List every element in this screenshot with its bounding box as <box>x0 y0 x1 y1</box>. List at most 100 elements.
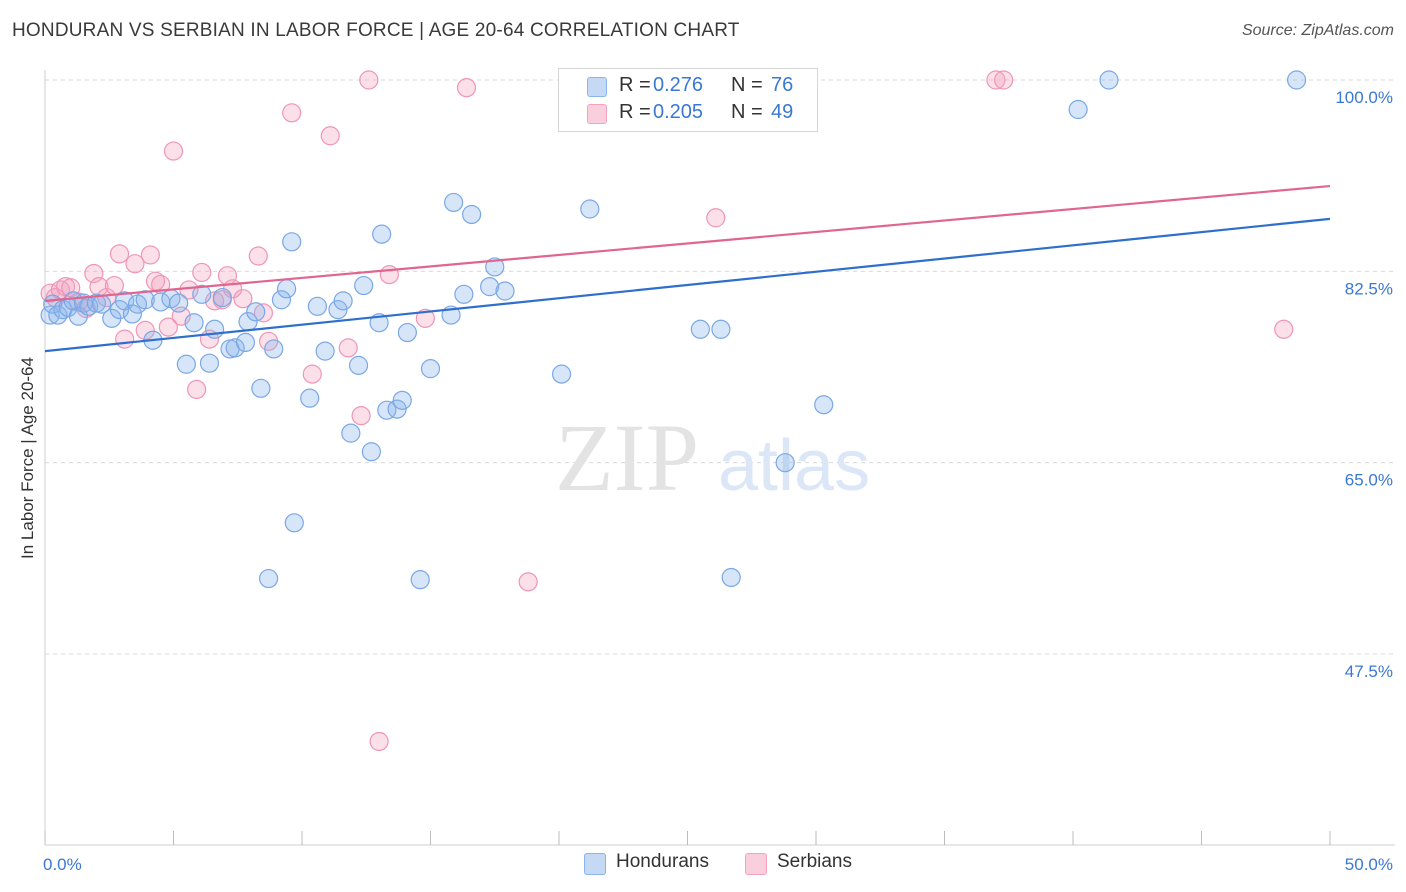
honduran-point <box>122 304 142 324</box>
y-tick-label: 47.5% <box>1345 662 1393 681</box>
serbian-point <box>104 275 124 296</box>
serbian-point <box>192 262 212 283</box>
serbian-point <box>986 70 1006 90</box>
gridlines <box>45 79 1395 655</box>
legend-swatch-serbians <box>587 104 607 124</box>
serbian-point <box>338 338 358 358</box>
honduran-point <box>462 204 482 225</box>
honduran-point <box>775 453 795 473</box>
honduran-point <box>1068 99 1088 120</box>
honduran-point <box>251 378 271 398</box>
bottom-legend-hondurans-label: Hondurans <box>616 851 709 872</box>
honduran-point <box>495 281 515 301</box>
honduran-point <box>333 291 353 311</box>
watermark-zip: ZIP <box>555 404 699 511</box>
bottom-legend-serbians-label: Serbians <box>777 851 852 872</box>
honduran-point <box>199 353 220 373</box>
serbian-point <box>518 572 538 592</box>
honduran-point <box>721 567 741 588</box>
serbian-point <box>282 103 302 123</box>
trend-lines <box>44 184 1331 353</box>
serbian-point <box>302 364 322 384</box>
honduran-point <box>354 275 374 296</box>
chart-title: HONDURAN VS SERBIAN IN LABOR FORCE | AGE… <box>12 20 740 41</box>
legend-r-serbians: 0.205 <box>653 101 704 123</box>
honduran-point <box>397 322 417 343</box>
honduran-point <box>282 232 302 252</box>
honduran-point <box>135 290 155 310</box>
source-label: Source: ZipAtlas.com <box>1241 22 1394 39</box>
y-axis-label: In Labor Force | Age 20-64 <box>18 357 37 559</box>
honduran-point <box>361 442 381 462</box>
serbian-point <box>109 244 130 264</box>
tick-labels: 47.5% 65.0% 82.5% 100.0% 0.0% 50.0% <box>43 88 1393 874</box>
honduran-point <box>176 354 196 374</box>
serbian-point <box>140 245 160 265</box>
serbian-point <box>320 126 340 146</box>
y-tick-label: 82.5% <box>1345 279 1393 298</box>
honduran-point <box>276 279 297 299</box>
honduran-point <box>212 287 232 308</box>
x-tick-label: 50.0% <box>1345 855 1393 874</box>
honduran-point <box>485 257 505 277</box>
serbian-point <box>135 320 155 340</box>
serbian-point <box>248 246 268 266</box>
legend-r-label: R = <box>619 101 651 123</box>
x-tick-label: 0.0% <box>43 855 82 874</box>
bottom-swatch-hondurans <box>584 853 606 875</box>
honduran-point <box>258 568 279 589</box>
serbian-point <box>379 265 399 285</box>
y-tick-label: 100.0% <box>1335 88 1393 107</box>
legend-n-label: N = <box>731 74 763 96</box>
legend-r-label: R = <box>619 74 651 96</box>
serbian-point <box>179 280 199 300</box>
serbian-point <box>125 254 145 274</box>
honduran-point <box>454 284 474 304</box>
legend-swatch-hondurans <box>587 77 607 97</box>
honduran-point <box>444 192 464 213</box>
honduran-point <box>690 319 710 339</box>
y-tick-label: 65.0% <box>1345 471 1393 490</box>
honduran-point <box>372 224 392 244</box>
honduran-point <box>480 277 500 297</box>
legend-n-label: N = <box>731 101 763 123</box>
serbian-point <box>351 406 371 426</box>
serbian-point <box>233 289 253 309</box>
honduran-point <box>348 355 369 375</box>
serbian-point <box>369 731 389 752</box>
serbian-point <box>115 329 135 349</box>
honduran-point <box>814 395 834 415</box>
honduran-point <box>377 400 397 420</box>
honduran-point <box>271 290 292 310</box>
serbian-point <box>187 379 207 400</box>
correlation-legend: R = 0.276 N = 76 R = 0.205 N = 49 <box>558 68 818 132</box>
honduran-point <box>315 341 335 361</box>
legend-r-hondurans: 0.276 <box>653 74 704 96</box>
honduran-point <box>420 359 441 379</box>
serbian-point <box>706 208 726 228</box>
honduran-point <box>341 423 361 443</box>
serbian-point <box>415 308 435 328</box>
honduran-point <box>205 319 225 339</box>
honduran-point <box>711 319 731 339</box>
serbian-point <box>253 303 274 323</box>
honduran-point <box>184 313 204 333</box>
watermark: ZIP atlas <box>555 404 870 511</box>
serbian-point <box>163 141 184 161</box>
honduran-point <box>246 302 266 322</box>
axes <box>44 70 1395 846</box>
bottom-swatch-serbians <box>745 853 767 875</box>
honduran-point <box>580 199 600 219</box>
honduran-point <box>300 388 320 408</box>
serbian-point <box>1274 319 1294 339</box>
serbian-point <box>994 70 1014 90</box>
honduran-point <box>1286 70 1307 90</box>
serbian-point <box>359 70 379 90</box>
honduran-point <box>48 305 68 325</box>
honduran-point <box>551 364 572 384</box>
honduran-point <box>169 293 189 313</box>
legend-n-hondurans: 76 <box>771 74 794 96</box>
serbians-trend-line <box>44 184 1331 302</box>
hondurans-points <box>40 70 1307 590</box>
